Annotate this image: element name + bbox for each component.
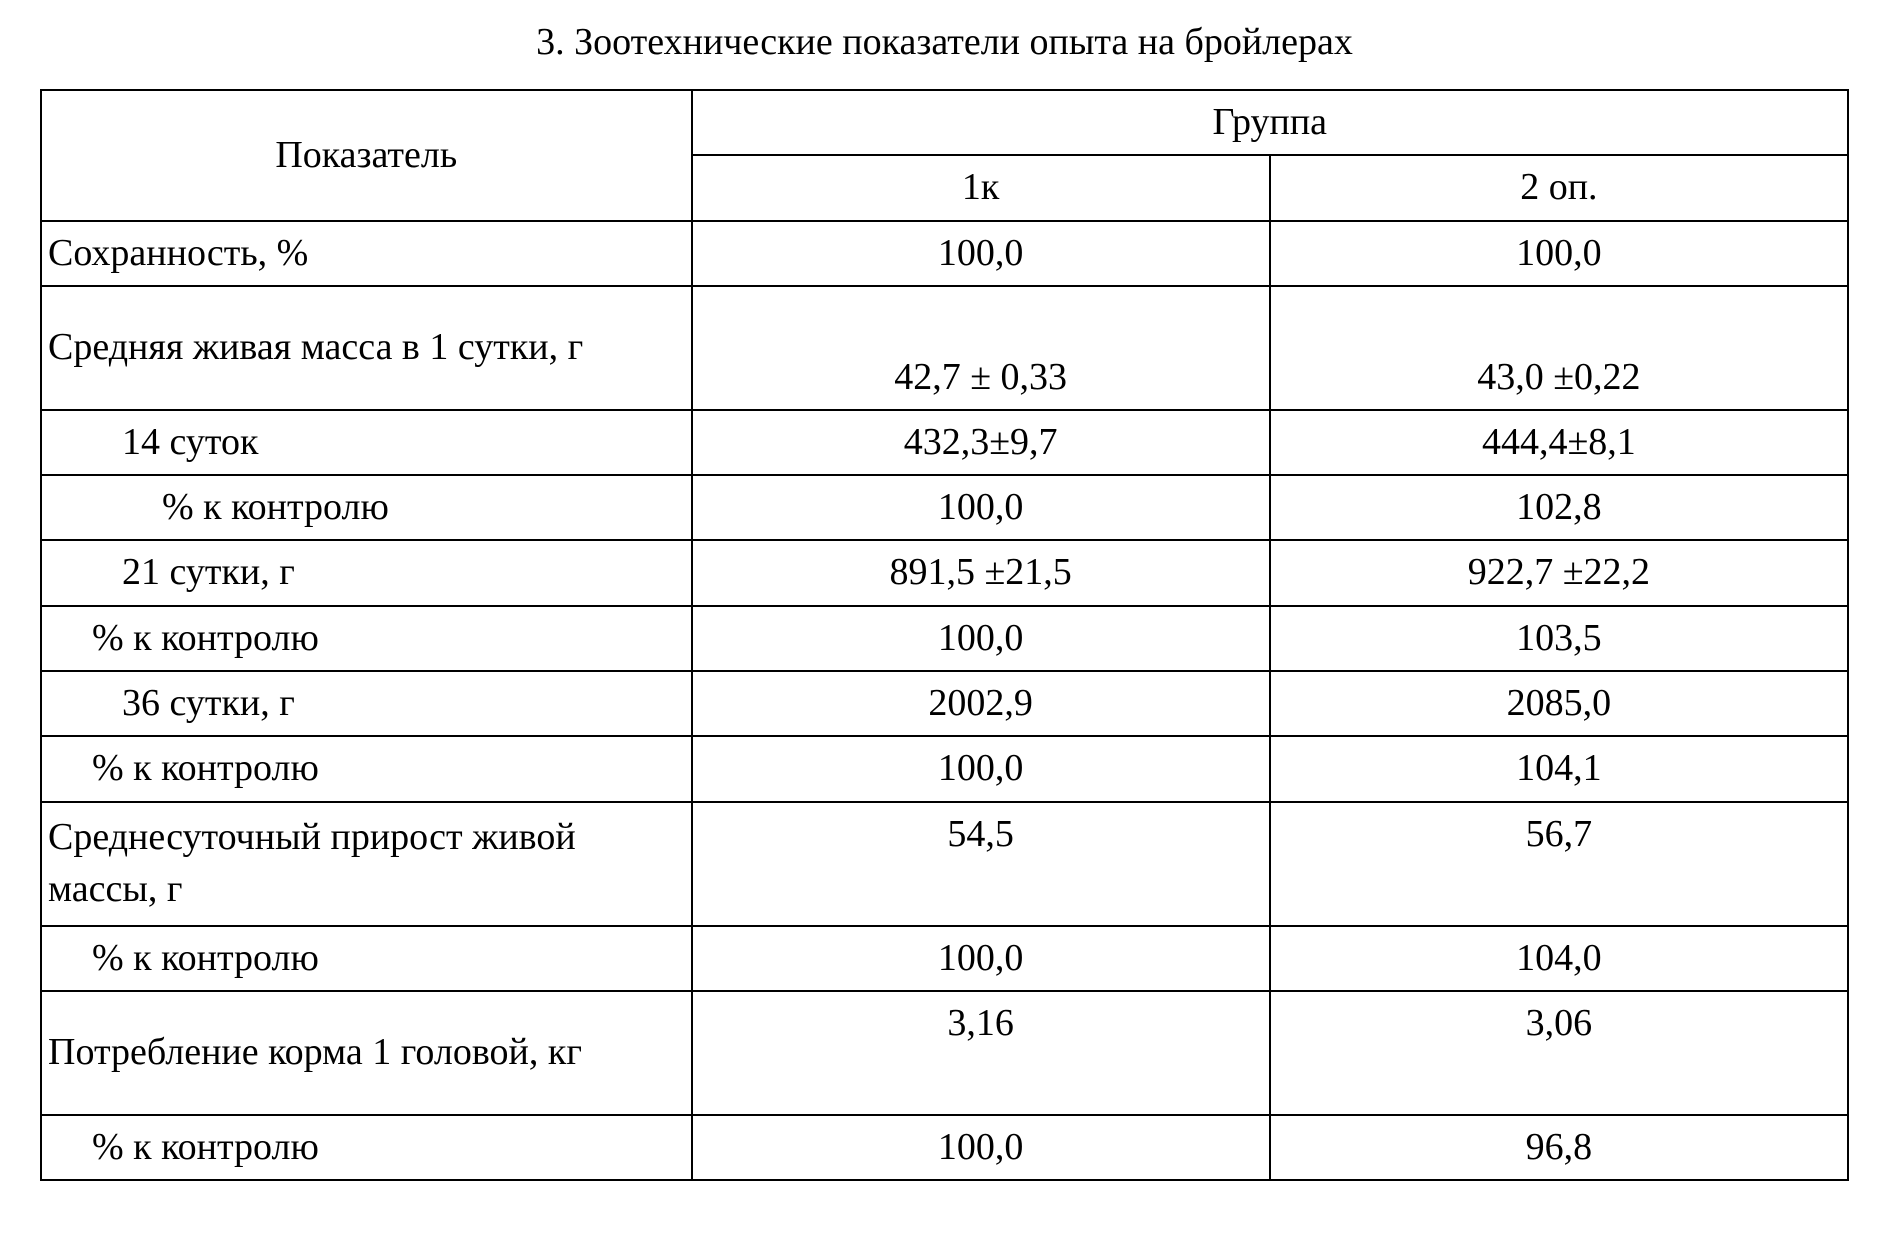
- row-value-2: 100,0: [1270, 221, 1848, 286]
- row-value-2: 103,5: [1270, 606, 1848, 671]
- table-row: % к контролю100,0104,0: [41, 926, 1848, 991]
- row-value-1: 100,0: [692, 1115, 1270, 1180]
- table-row: Сохранность, %100,0100,0: [41, 221, 1848, 286]
- table-row: 36 сутки, г2002,92085,0: [41, 671, 1848, 736]
- row-value-1: 100,0: [692, 926, 1270, 991]
- header-row-1: Показатель Группа: [41, 90, 1848, 155]
- table-row: 21 сутки, г891,5 ±21,5922,7 ±22,2: [41, 540, 1848, 605]
- row-value-2: 104,0: [1270, 926, 1848, 991]
- row-label: Сохранность, %: [41, 221, 692, 286]
- row-value-1: 42,7 ± 0,33: [692, 286, 1270, 410]
- row-value-1: 100,0: [692, 606, 1270, 671]
- table-row: Потребление корма 1 головой, кг3,163,06: [41, 991, 1848, 1115]
- header-col1: 1к: [692, 155, 1270, 220]
- row-value-1: 100,0: [692, 475, 1270, 540]
- row-value-1: 3,16: [692, 991, 1270, 1115]
- table-row: Среднесуточный прирост живой массы, г54,…: [41, 802, 1848, 926]
- row-value-2: 2085,0: [1270, 671, 1848, 736]
- row-value-1: 100,0: [692, 221, 1270, 286]
- row-label: 14 суток: [41, 410, 692, 475]
- row-value-1: 54,5: [692, 802, 1270, 926]
- row-label: % к контролю: [41, 606, 692, 671]
- row-label: Средняя живая масса в 1 сутки, г: [41, 286, 692, 410]
- row-value-1: 891,5 ±21,5: [692, 540, 1270, 605]
- header-group: Группа: [692, 90, 1848, 155]
- table-row: % к контролю100,0104,1: [41, 736, 1848, 801]
- table-caption: 3. Зоотехнические показатели опыта на бр…: [40, 20, 1849, 64]
- row-value-2: 56,7: [1270, 802, 1848, 926]
- table-row: 14 суток432,3±9,7444,4±8,1: [41, 410, 1848, 475]
- table-row: % к контролю100,0102,8: [41, 475, 1848, 540]
- row-value-2: 96,8: [1270, 1115, 1848, 1180]
- table-row: Средняя живая масса в 1 сутки, г42,7 ± 0…: [41, 286, 1848, 410]
- table-body: Сохранность, %100,0100,0Средняя живая ма…: [41, 221, 1848, 1181]
- row-value-1: 432,3±9,7: [692, 410, 1270, 475]
- row-value-2: 922,7 ±22,2: [1270, 540, 1848, 605]
- data-table: Показатель Группа 1к 2 оп. Сохранность, …: [40, 89, 1849, 1181]
- row-label: Потребление корма 1 головой, кг: [41, 991, 692, 1115]
- row-value-1: 2002,9: [692, 671, 1270, 736]
- row-value-2: 444,4±8,1: [1270, 410, 1848, 475]
- row-value-2: 3,06: [1270, 991, 1848, 1115]
- header-col2: 2 оп.: [1270, 155, 1848, 220]
- row-label: % к контролю: [41, 736, 692, 801]
- row-label: % к контролю: [41, 926, 692, 991]
- row-label: % к контролю: [41, 475, 692, 540]
- row-label: 36 сутки, г: [41, 671, 692, 736]
- row-label: % к контролю: [41, 1115, 692, 1180]
- header-indicator: Показатель: [41, 90, 692, 221]
- row-label: Среднесуточный прирост живой массы, г: [41, 802, 692, 926]
- row-label: 21 сутки, г: [41, 540, 692, 605]
- row-value-2: 102,8: [1270, 475, 1848, 540]
- table-row: % к контролю100,096,8: [41, 1115, 1848, 1180]
- table-row: % к контролю100,0103,5: [41, 606, 1848, 671]
- row-value-2: 104,1: [1270, 736, 1848, 801]
- row-value-2: 43,0 ±0,22: [1270, 286, 1848, 410]
- row-value-1: 100,0: [692, 736, 1270, 801]
